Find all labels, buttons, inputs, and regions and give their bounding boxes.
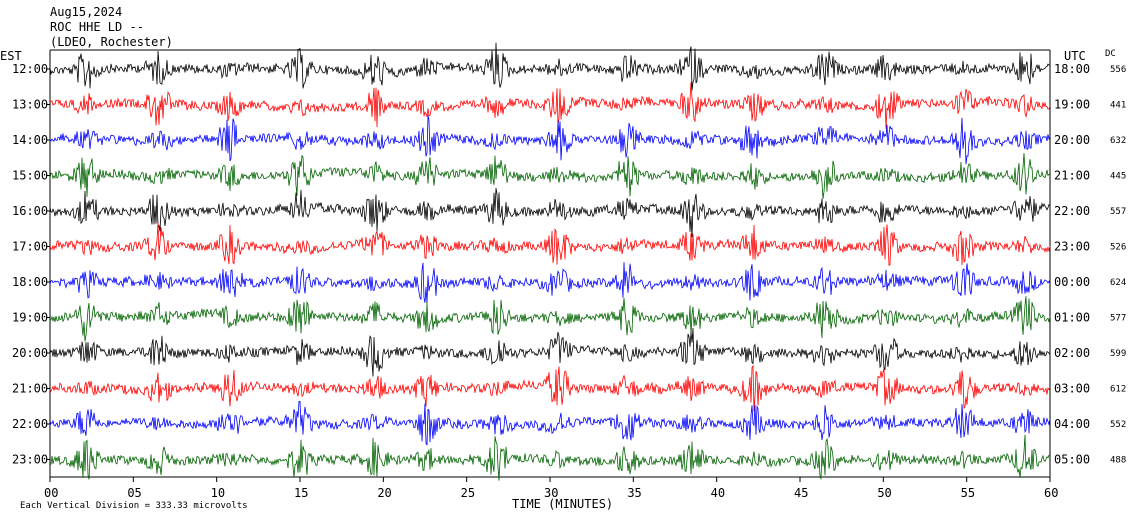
trace-row-1 xyxy=(49,82,1051,129)
dc-value: 445 xyxy=(1110,172,1126,182)
x-tick-label: 45 xyxy=(794,486,808,500)
x-tick-label: 40 xyxy=(711,486,725,500)
trace-row-5 xyxy=(49,222,1051,266)
x-tick-label: 00 xyxy=(44,486,58,500)
footer-note: Each Vertical Division = 333.33 microvol… xyxy=(20,501,248,511)
est-tick-label: 23:00 xyxy=(12,453,48,467)
dc-column-label: DC xyxy=(1105,49,1116,59)
x-tick-label: 30 xyxy=(544,486,558,500)
est-tick-label: 19:00 xyxy=(12,311,48,325)
est-tick-label: 15:00 xyxy=(12,169,48,183)
utc-tick-label: 01:00 xyxy=(1054,311,1090,325)
est-tick-label: 21:00 xyxy=(12,382,48,396)
trace-row-11 xyxy=(49,434,1051,481)
utc-tick-label: 03:00 xyxy=(1054,382,1090,396)
x-tick-label: 25 xyxy=(461,486,475,500)
est-axis-label: EST xyxy=(0,49,22,63)
x-axis-ticks: 00 05 10 15 20 25 30 35 40 45 50 55 60 xyxy=(44,477,1058,500)
est-tick-label: 13:00 xyxy=(12,98,48,112)
utc-tick-label: 02:00 xyxy=(1054,346,1090,360)
dc-value: 624 xyxy=(1110,278,1126,288)
x-axis-label: TIME (MINUTES) xyxy=(512,497,613,511)
est-tick-label: 16:00 xyxy=(12,204,48,218)
dc-value: 632 xyxy=(1110,136,1126,146)
utc-tick-label: 05:00 xyxy=(1054,453,1090,467)
trace-row-8 xyxy=(49,327,1051,377)
dc-value: 526 xyxy=(1110,243,1126,253)
utc-tick-label: 22:00 xyxy=(1054,204,1090,218)
x-tick-label: 20 xyxy=(377,486,391,500)
dc-value: 599 xyxy=(1110,349,1126,359)
trace-row-4 xyxy=(49,187,1051,238)
row-labels: 12:00 18:00 556 13:00 19:00 441 14:00 20:00 632 1… xyxy=(12,62,1126,467)
utc-tick-label: 21:00 xyxy=(1054,169,1090,183)
station-location: (LDEO, Rochester) xyxy=(50,35,173,49)
x-tick-label: 35 xyxy=(627,486,641,500)
seismogram-traces xyxy=(49,42,1051,481)
x-tick-label: 15 xyxy=(294,486,308,500)
est-tick-label: 12:00 xyxy=(12,62,48,76)
utc-tick-label: 04:00 xyxy=(1054,417,1090,431)
dc-value: 441 xyxy=(1110,101,1126,111)
est-tick-label: 20:00 xyxy=(12,346,48,360)
x-tick-label: 05 xyxy=(127,486,141,500)
est-tick-label: 18:00 xyxy=(12,275,48,289)
trace-row-7 xyxy=(49,296,1051,342)
utc-tick-label: 00:00 xyxy=(1054,275,1090,289)
dc-value: 557 xyxy=(1110,207,1126,217)
dc-value: 488 xyxy=(1110,456,1126,466)
chart-title: Aug15,2024 xyxy=(50,5,122,19)
utc-tick-label: 18:00 xyxy=(1054,62,1090,76)
dc-value: 556 xyxy=(1110,65,1126,75)
x-tick-label: 50 xyxy=(877,486,891,500)
x-tick-label: 10 xyxy=(211,486,225,500)
trace-row-6 xyxy=(49,262,1051,304)
x-tick-label: 60 xyxy=(1044,486,1058,500)
est-tick-label: 14:00 xyxy=(12,133,48,147)
utc-axis-label: UTC xyxy=(1064,49,1086,63)
est-tick-label: 22:00 xyxy=(12,417,48,431)
trace-row-10 xyxy=(49,400,1051,446)
utc-tick-label: 23:00 xyxy=(1054,240,1090,254)
dc-value: 577 xyxy=(1110,314,1126,324)
trace-row-0 xyxy=(49,42,1051,91)
utc-tick-label: 20:00 xyxy=(1054,133,1090,147)
dc-value: 552 xyxy=(1110,420,1126,430)
station-code: ROC HHE LD -- xyxy=(50,20,144,34)
dc-value: 612 xyxy=(1110,385,1126,395)
utc-tick-label: 19:00 xyxy=(1054,98,1090,112)
trace-row-9 xyxy=(49,364,1051,412)
x-tick-label: 55 xyxy=(961,486,975,500)
trace-row-2 xyxy=(49,115,1051,165)
est-tick-label: 17:00 xyxy=(12,240,48,254)
trace-row-3 xyxy=(49,153,1051,199)
